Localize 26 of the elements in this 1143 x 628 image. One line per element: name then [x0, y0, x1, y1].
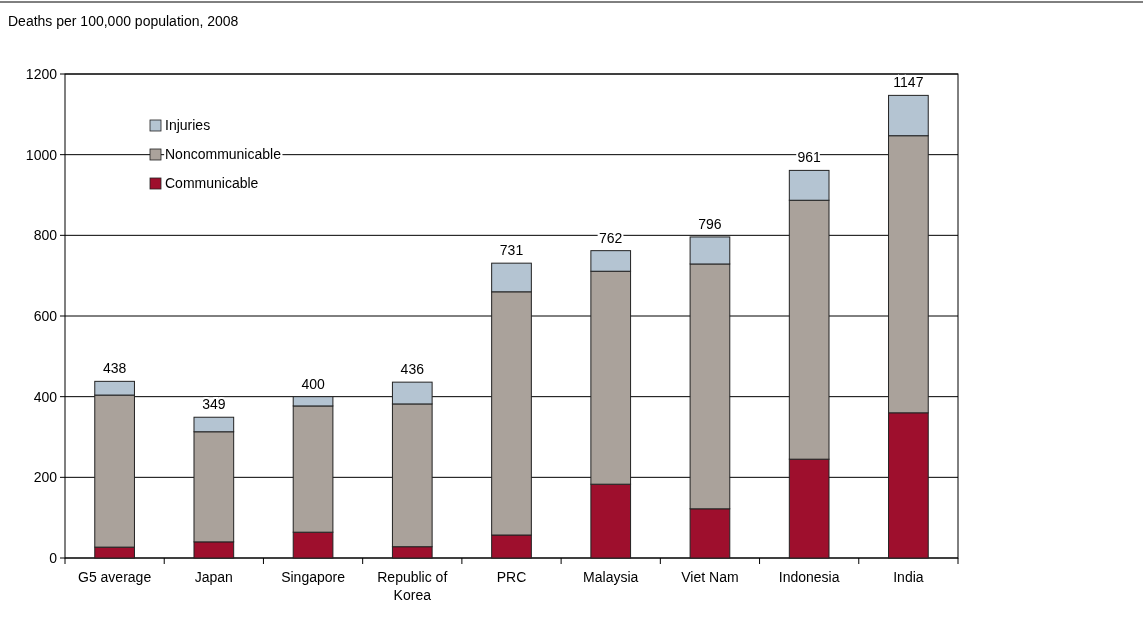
y-tick-label: 1000: [25, 146, 58, 163]
y-tick-label: 200: [33, 469, 58, 486]
x-tick-label: Viet Nam: [681, 569, 739, 585]
total-label: 796: [698, 215, 722, 232]
x-tick-label: PRC: [496, 569, 527, 585]
x-tick-label: Indonesia: [778, 569, 840, 585]
y-tick-label: 0: [49, 550, 58, 566]
total-label: 400: [301, 375, 325, 392]
total-label: 438: [102, 360, 127, 377]
total-label: 349: [202, 396, 226, 413]
y-tick-label: 800: [33, 227, 58, 244]
total-label: 436: [400, 361, 425, 378]
y-tick-label: 600: [33, 308, 58, 324]
x-tick-label: G5 average: [78, 569, 152, 585]
total-label: 731: [499, 242, 524, 259]
y-tick-label: 400: [33, 388, 58, 405]
total-label: 1147: [893, 74, 924, 91]
x-tick-label: Japan: [194, 569, 233, 585]
chart-title: Deaths per 100,000 population, 2008: [8, 13, 239, 29]
x-tick-label: Singapore: [281, 569, 346, 585]
x-tick-label: Malaysia: [583, 569, 639, 585]
y-tick-label: 1200: [25, 66, 58, 82]
legend-label: Injuries: [165, 117, 211, 133]
x-tick-label: Republic of Korea: [377, 569, 448, 603]
x-tick-label: India: [893, 569, 924, 585]
legend-label: Communicable: [165, 175, 259, 191]
